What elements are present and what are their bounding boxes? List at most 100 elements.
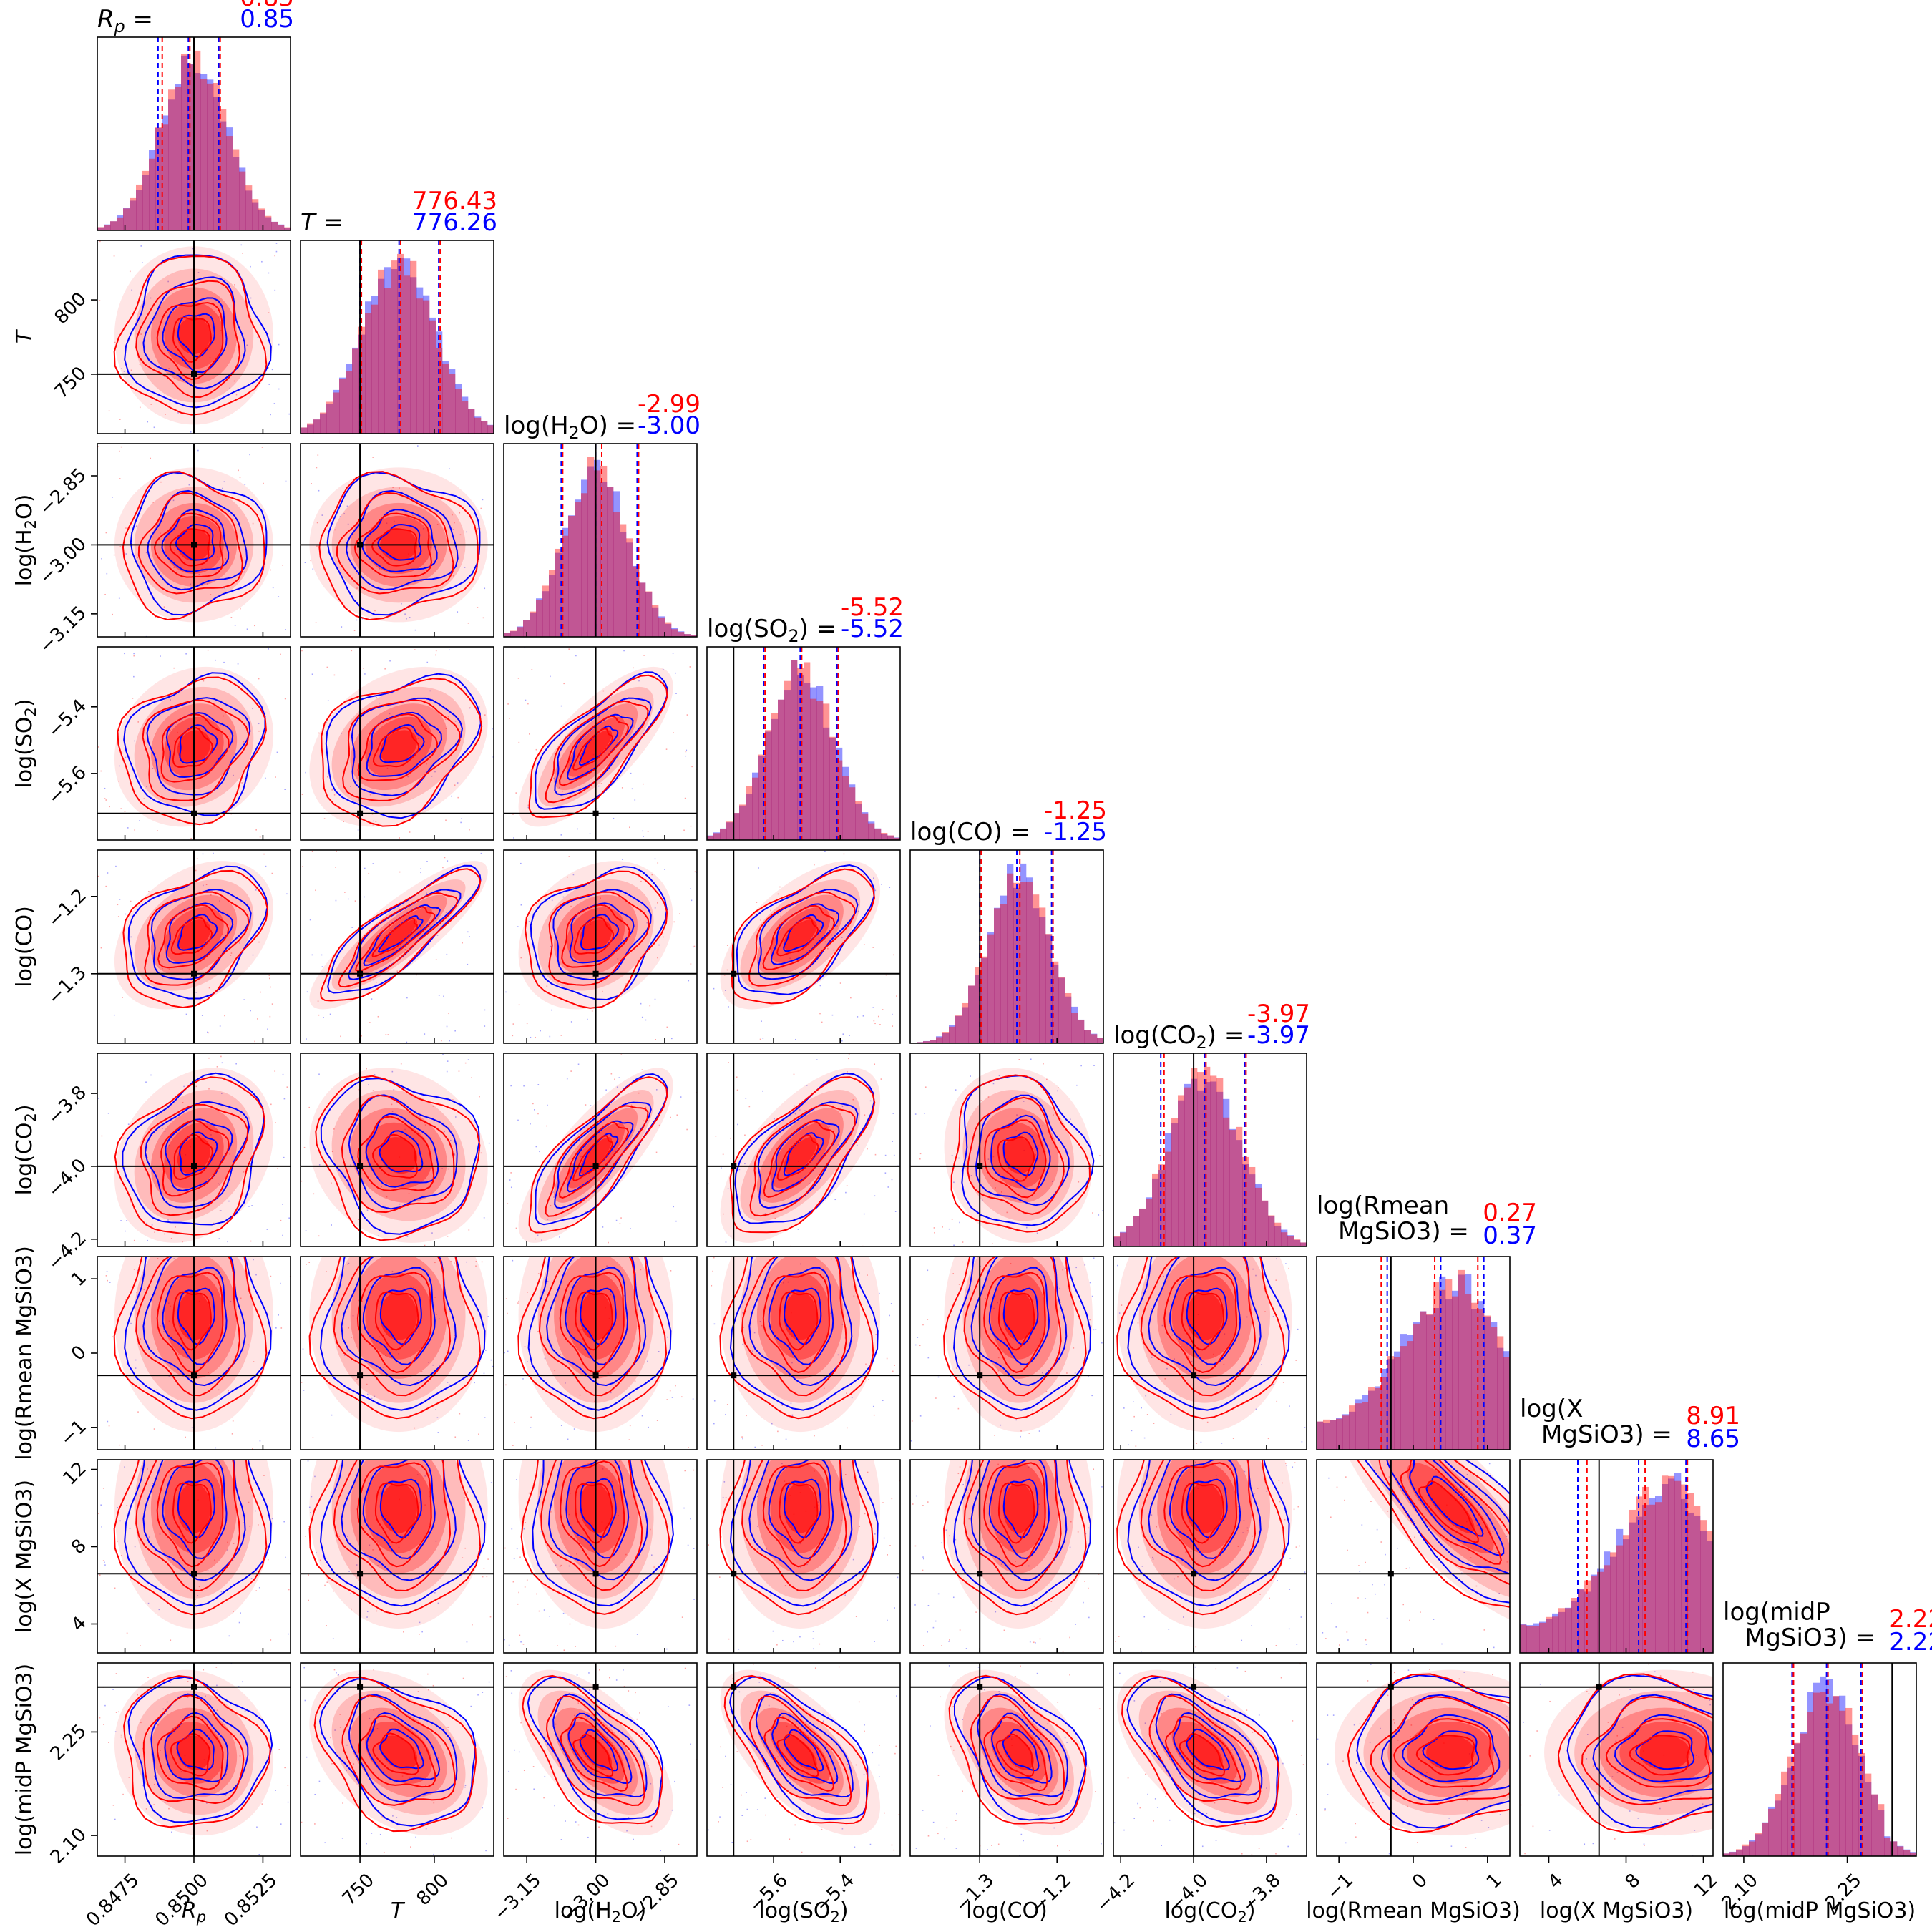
contour-a — [731, 868, 876, 1005]
sample-dot — [306, 1264, 307, 1265]
sample-dot — [1476, 1525, 1478, 1526]
sample-dot — [208, 1088, 210, 1090]
hist-bar-a — [220, 109, 227, 230]
sample-dot — [98, 1513, 99, 1515]
sample-dot — [962, 1719, 963, 1720]
sample-dot — [831, 1014, 834, 1016]
sample-dot — [1091, 1395, 1093, 1397]
hist-bar-b — [1204, 1082, 1211, 1246]
sample-dot — [1199, 1697, 1201, 1698]
sample-dot — [313, 1193, 315, 1195]
hist-bar-b — [442, 361, 449, 434]
hist-bar-a — [1000, 904, 1008, 1043]
sample-dot — [437, 1432, 439, 1433]
sample-dot — [1051, 1181, 1053, 1183]
sample-dot — [543, 1797, 545, 1799]
sample-dot — [600, 783, 602, 784]
sample-dot — [283, 1156, 285, 1158]
sample-dot — [955, 1820, 957, 1821]
hist-bar-a — [301, 427, 308, 434]
hist-bar-a — [1768, 1808, 1775, 1856]
sample-dot — [655, 1151, 658, 1153]
sample-dot — [742, 1438, 743, 1440]
sample-dot — [452, 1099, 454, 1101]
sample-dot — [1252, 1535, 1253, 1537]
sample-dot — [182, 1101, 184, 1103]
sample-dot — [240, 244, 243, 246]
sample-dot — [1355, 1823, 1357, 1825]
sample-dot — [839, 982, 841, 984]
sample-dot — [899, 1480, 900, 1482]
sample-dot — [1161, 1324, 1163, 1327]
sample-dot — [1015, 1561, 1016, 1563]
hist-bar-a — [887, 835, 894, 840]
sample-dot — [122, 1137, 124, 1139]
sample-dot — [252, 1448, 253, 1450]
sample-dot — [448, 1013, 449, 1015]
sample-dot — [464, 1785, 467, 1786]
hist-bar-a — [1007, 873, 1014, 1043]
contour-b — [977, 1693, 1068, 1797]
sample-dot — [212, 1511, 213, 1513]
sample-dot — [726, 1711, 728, 1713]
sample-dot — [1694, 1830, 1696, 1831]
sample-dot — [467, 1491, 469, 1493]
sample-dot — [547, 1281, 549, 1282]
sample-dot — [326, 722, 327, 723]
sample-dot — [519, 1556, 521, 1558]
sample-dot — [950, 1375, 952, 1377]
sample-dot — [240, 1612, 241, 1614]
sample-dot — [726, 1404, 728, 1405]
sample-dot — [117, 904, 119, 906]
sample-dot — [1076, 1084, 1078, 1086]
sample-dot — [725, 1755, 726, 1757]
sample-dot — [567, 876, 568, 878]
sample-dot — [223, 587, 225, 589]
sample-dot — [401, 602, 402, 605]
sample-dot — [1295, 1360, 1297, 1361]
sample-dot — [218, 1389, 220, 1391]
contour-b — [124, 254, 272, 409]
contour-b — [362, 1460, 436, 1560]
sample-dot — [125, 1299, 127, 1301]
hist-bar-b — [1381, 1368, 1388, 1450]
sample-dot — [855, 1764, 857, 1766]
sample-dot — [358, 1299, 360, 1302]
sample-dot — [712, 1270, 713, 1272]
sample-dot — [104, 1704, 106, 1707]
sample-dot — [948, 1641, 950, 1642]
sample-dot — [114, 1818, 116, 1820]
sample-dot — [1052, 1791, 1054, 1792]
sample-dot — [1592, 1843, 1594, 1845]
sample-dot — [485, 1850, 487, 1852]
sample-dot — [547, 1104, 548, 1106]
hist-bar-b — [333, 389, 340, 434]
contour-a — [540, 1460, 643, 1591]
sample-dot — [1280, 1677, 1282, 1679]
sample-dot — [927, 1501, 929, 1503]
sample-dot — [1040, 1785, 1042, 1787]
sample-dot — [1241, 1281, 1242, 1282]
contour-b — [1614, 1714, 1713, 1782]
sample-dot — [719, 1816, 721, 1818]
sample-dot — [560, 1425, 562, 1427]
truth-marker — [357, 1372, 364, 1379]
sample-dot — [324, 1842, 326, 1844]
sample-dot — [104, 787, 106, 789]
hist-bar-a — [339, 378, 346, 434]
sample-dot — [447, 1060, 449, 1062]
sample-dot — [141, 1468, 142, 1469]
sample-dot — [764, 1213, 766, 1214]
density-fill — [1334, 1669, 1510, 1836]
sample-dot — [641, 1734, 643, 1735]
hist-bar-a — [181, 54, 188, 230]
sample-dot — [486, 1576, 488, 1578]
sample-dot — [318, 1235, 320, 1237]
sample-dot — [889, 887, 891, 889]
sample-dot — [1169, 1819, 1171, 1821]
sample-dot — [101, 1526, 103, 1528]
sample-dot — [572, 874, 575, 876]
title-value-b: 0.37 — [1483, 1221, 1537, 1250]
density-fill — [380, 1292, 418, 1340]
sample-dot — [268, 312, 270, 313]
